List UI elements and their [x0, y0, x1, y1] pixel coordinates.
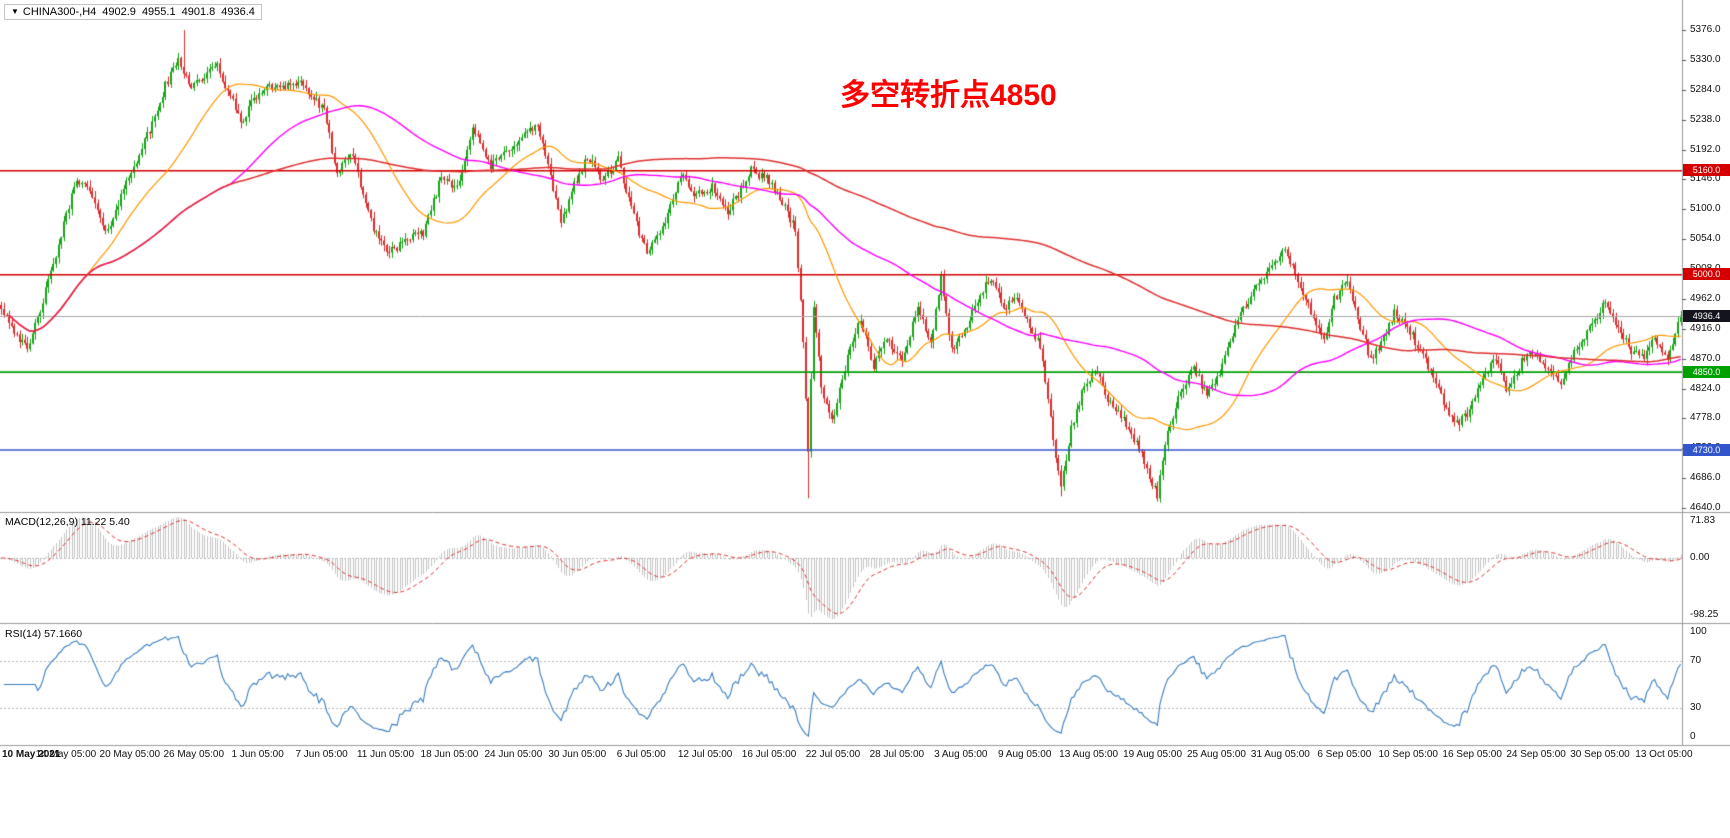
price-axis-label: 4870.0: [1690, 352, 1721, 364]
price-axis-label: 4824.0: [1690, 382, 1721, 394]
price-axis-label: 5192.0: [1690, 143, 1721, 155]
price-axis-label: 5146.0: [1690, 173, 1721, 185]
symbol-timeframe: CHINA300-,H4: [22, 6, 97, 18]
price-axis-label: 5054.0: [1690, 233, 1721, 245]
price-axis-label: 4640.0: [1690, 502, 1721, 513]
time-axis-label: 11 Jun 05:00: [356, 749, 415, 760]
time-axis-label: 16 Jul 05:00: [741, 749, 797, 760]
time-axis-label: 30 Sep 05:00: [1570, 749, 1630, 760]
rsi-axis-label: 30: [1690, 701, 1702, 713]
time-axis-label: 10 Sep 05:00: [1378, 749, 1438, 760]
time-axis-label: 9 Aug 05:00: [998, 749, 1052, 760]
price-axis-label: 4916.0: [1690, 322, 1721, 334]
hline-price-badge[interactable]: 4730.0: [1683, 443, 1730, 456]
time-axis-label: 19 Aug 05:00: [1123, 749, 1183, 760]
ohlc-close: 4936.4: [221, 6, 255, 18]
ohlc-high: 4955.1: [141, 6, 176, 18]
chart-annotation-text[interactable]: 多空转折点4850: [840, 79, 1057, 112]
time-axis-label: 1 Jun 05:00: [231, 749, 284, 760]
time-axis-label: 3 Aug 05:00: [934, 749, 988, 760]
time-axis-label: 24 Jun 05:00: [484, 749, 543, 760]
time-axis-label: 25 Aug 05:00: [1186, 749, 1246, 760]
macd-axis-label: -98.25: [1690, 609, 1719, 620]
rsi-axis-label: 70: [1690, 655, 1702, 667]
time-axis-label: 6 Sep 05:00: [1317, 749, 1372, 760]
macd-axis-label: 71.83: [1690, 515, 1716, 526]
hline-price-badge[interactable]: 4850.0: [1683, 365, 1730, 378]
time-axis-label: 26 May 05:00: [163, 749, 225, 760]
price-axis-label: 4686.0: [1690, 472, 1721, 484]
hline-price-badge[interactable]: 5000.0: [1683, 268, 1730, 281]
ohlc-open: 4902.9: [102, 6, 136, 18]
price-axis-label: 4778.0: [1690, 412, 1721, 424]
macd-indicator-label: MACD(12,26,9) 11.22 5.40: [5, 516, 130, 528]
ohlc-low: 4901.8: [181, 6, 216, 18]
price-axis-label: 5238.0: [1690, 113, 1721, 125]
time-axis-label: 28 Jul 05:00: [869, 749, 925, 760]
rsi-axis-label: 0: [1690, 731, 1696, 742]
time-axis-label: 22 Jul 05:00: [805, 749, 861, 760]
price-axis-label: 5100.0: [1690, 203, 1721, 215]
time-axis-label: 30 Jun 05:00: [548, 749, 607, 760]
dropdown-triangle-icon[interactable]: ▼: [11, 7, 19, 16]
hline-price-badge[interactable]: 5160.0: [1683, 164, 1730, 177]
time-axis-label: 7 Jun 05:00: [295, 749, 348, 760]
symbol-ohlc-header: ▼ CHINA300-,H4 4902.9 4955.1 4901.8 4936…: [4, 4, 262, 20]
time-axis-label: 18 Jun 05:00: [420, 749, 479, 760]
time-axis-label: 20 May 05:00: [99, 749, 161, 760]
time-axis-label: 13 Aug 05:00: [1059, 749, 1119, 760]
time-axis-label: 14 May 05:00: [35, 749, 97, 760]
time-axis-label: 13 Oct 05:00: [1635, 749, 1693, 760]
time-axis-label: 16 Sep 05:00: [1442, 749, 1502, 760]
price-axis-label: 5330.0: [1690, 53, 1721, 65]
time-axis-label: 10 May 2021: [2, 749, 61, 760]
macd-axis-label: 0.00: [1690, 551, 1710, 563]
rsi-indicator-label: RSI(14) 57.1660: [5, 628, 83, 640]
time-axis-label: 6 Jul 05:00: [616, 749, 666, 760]
time-axis-label: 12 Jul 05:00: [677, 749, 733, 760]
price-axis-label: 5376.0: [1690, 24, 1721, 35]
price-axis-label: 5284.0: [1690, 83, 1721, 95]
price-axis-label: 4962.0: [1690, 292, 1721, 304]
time-axis-label: 24 Sep 05:00: [1506, 749, 1566, 760]
current-price-badge: 4936.4: [1683, 309, 1730, 322]
rsi-axis-label: 100: [1690, 626, 1707, 637]
time-axis-label: 31 Aug 05:00: [1250, 749, 1310, 760]
